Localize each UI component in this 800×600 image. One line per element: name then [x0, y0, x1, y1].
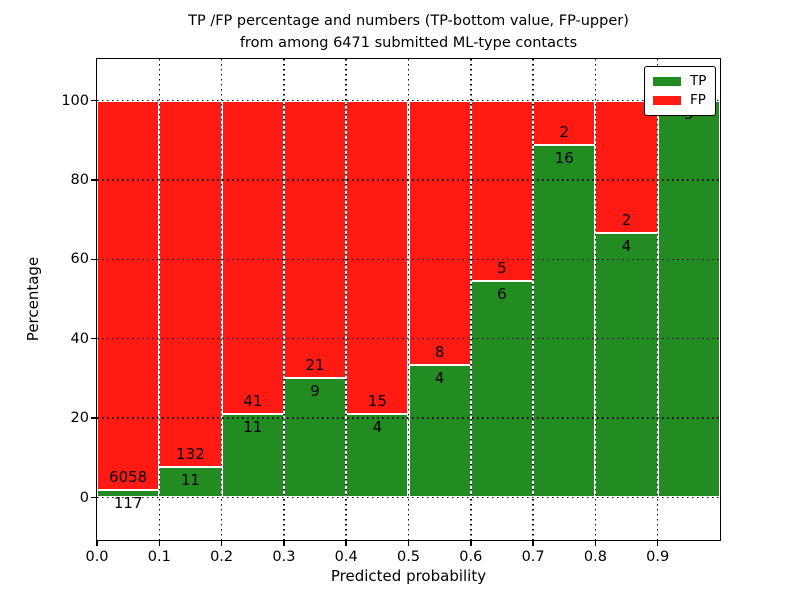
x-tick-label: 0.6: [459, 549, 483, 565]
bar-fp-count-label: 2: [559, 122, 570, 141]
v-gridline: [594, 59, 597, 540]
y-axis-label: Percentage: [24, 256, 42, 342]
v-gridline: [656, 59, 659, 540]
y-tick-mark: [90, 337, 96, 340]
bar-fp-segment: [346, 100, 409, 414]
bar-fp-count-label: 2: [621, 210, 632, 229]
y-tick-label: 80: [70, 171, 89, 188]
y-tick-label: 100: [61, 92, 89, 109]
y-tick-label: 20: [70, 410, 89, 427]
x-tick-mark: [283, 541, 285, 546]
x-tick-mark: [158, 541, 161, 546]
bar-fp-count-label: 8: [434, 343, 445, 362]
x-tick-mark: [594, 541, 597, 546]
v-gridline: [470, 59, 472, 540]
bar-fp-segment: [283, 100, 347, 379]
y-tick-mark: [90, 99, 96, 102]
v-gridline: [345, 59, 347, 540]
bar-tp-count-label: 4: [621, 236, 632, 255]
x-tick-mark: [96, 541, 98, 546]
v-gridline: [407, 59, 410, 540]
bar-tp-count-label: 11: [243, 417, 263, 436]
bar-fp-segment: [470, 100, 534, 281]
x-tick-label: 0.9: [646, 549, 670, 565]
bar-tp-count-label: 11: [180, 470, 200, 489]
x-tick-label: 0.4: [334, 549, 358, 565]
y-tick-label: 0: [79, 489, 89, 506]
legend-swatch-fp: [653, 96, 681, 105]
bar-fp-segment: [408, 100, 471, 366]
title-line-2: from among 6471 submitted ML-type contac…: [239, 34, 578, 51]
x-tick-mark: [656, 541, 659, 546]
bar-tp-count-label: 4: [372, 417, 383, 436]
x-tick-label: 0.3: [272, 549, 296, 565]
v-gridline: [158, 59, 161, 540]
bar-tp-segment: [283, 378, 347, 498]
legend-label-fp: FP: [690, 92, 706, 108]
bars-layer: [97, 59, 720, 540]
x-tick-mark: [470, 541, 472, 546]
x-tick-label: 0.7: [521, 549, 545, 565]
y-tick-label: 40: [70, 330, 89, 347]
plot-area: 60581171321141112191548456216245 TP FP: [95, 57, 721, 541]
y-tick-mark: [90, 417, 96, 419]
x-tick-label: 0.1: [147, 549, 171, 565]
legend-swatch-tp: [653, 77, 681, 86]
v-gridline: [532, 59, 534, 540]
x-tick-label: 0.5: [396, 549, 421, 565]
bar-fp-count-label: 21: [305, 356, 325, 375]
x-axis-label: Predicted probability: [330, 567, 487, 585]
legend-row-fp: FP: [653, 91, 706, 110]
bar-fp-count-label: 5: [497, 259, 507, 277]
legend: TP FP: [644, 66, 717, 116]
bar-tp-count-label: 117: [113, 493, 143, 512]
bar-tp-count-label: 9: [310, 382, 320, 401]
bar-labels-layer: 60581171321141112191548456216245: [97, 59, 720, 540]
y-tick-mark: [90, 179, 96, 181]
v-gridline: [283, 59, 285, 540]
chart-title: TP /FP percentage and numbers (TP-bottom…: [97, 11, 720, 54]
y-tick-mark: [90, 496, 96, 499]
x-tick-mark: [407, 541, 410, 546]
x-tick-label: 0.8: [583, 549, 607, 565]
bar-tp-segment: [346, 413, 409, 498]
legend-row-tp: TP: [653, 72, 706, 91]
bar-fp-count-label: 132: [176, 444, 205, 463]
bar-tp-count-label: 16: [554, 148, 574, 167]
bar-fp-count-label: 41: [243, 391, 263, 410]
x-tick-label: 0.0: [85, 549, 109, 565]
title-line-1: TP /FP percentage and numbers (TP-bottom…: [188, 13, 629, 29]
y-tick-label: 60: [70, 251, 89, 268]
x-tick-mark: [220, 541, 223, 546]
bar-fp-count-label: 6058: [109, 467, 148, 486]
x-tick-mark: [532, 541, 534, 546]
x-tick-label: 0.2: [210, 549, 234, 565]
legend-label-tp: TP: [690, 73, 707, 89]
y-tick-mark: [90, 258, 96, 261]
v-gridline: [220, 59, 223, 540]
bar-tp-segment: [657, 100, 720, 498]
bar-tp-count-label: 6: [497, 285, 507, 303]
x-tick-mark: [345, 541, 347, 546]
grid-layer: [97, 59, 720, 540]
bar-fp-count-label: 15: [367, 391, 387, 410]
bar-tp-count-label: 4: [434, 369, 445, 388]
bar-tp-segment: [533, 144, 596, 498]
